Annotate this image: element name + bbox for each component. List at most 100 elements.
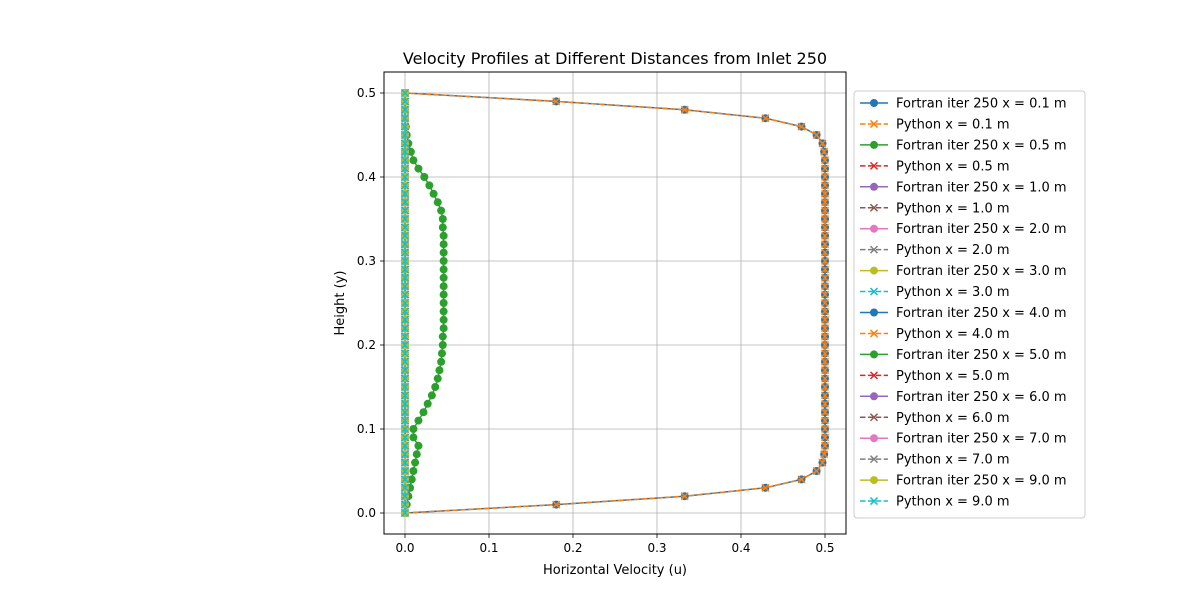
legend-item: Fortran iter 250 x = 6.0 m — [860, 390, 1067, 405]
data-point — [820, 223, 830, 232]
data-point — [439, 315, 448, 324]
legend-label: Python x = 5.0 m — [896, 369, 1010, 384]
data-point — [400, 282, 410, 291]
legend-item: Python x = 5.0 m — [860, 369, 1010, 384]
data-point — [812, 130, 821, 140]
data-point — [414, 416, 423, 425]
data-point — [552, 97, 561, 106]
legend-item: Fortran iter 250 x = 3.0 m — [860, 264, 1067, 279]
legend-item: Fortran iter 250 x = 5.0 m — [860, 348, 1067, 363]
data-point — [797, 122, 806, 131]
data-point — [400, 130, 410, 140]
data-point — [419, 408, 428, 417]
grid-lines — [384, 72, 846, 534]
legend-item: Python x = 4.0 m — [860, 327, 1010, 342]
legend-label: Fortran iter 250 x = 9.0 m — [896, 474, 1067, 489]
data-point — [820, 424, 830, 434]
data-point — [820, 156, 830, 165]
data-point — [409, 156, 418, 165]
data-point — [439, 265, 448, 274]
data-point — [439, 231, 448, 240]
y-axis-label: Height (y) — [333, 271, 348, 336]
data-point — [818, 458, 827, 467]
data-point — [820, 450, 829, 459]
data-point — [820, 349, 830, 358]
data-point — [820, 265, 830, 274]
plot-series — [400, 88, 830, 518]
data-point — [820, 214, 830, 224]
data-point — [761, 483, 770, 492]
data-point — [400, 508, 410, 518]
data-point — [400, 298, 410, 308]
data-point — [400, 424, 410, 434]
legend-label: Fortran iter 250 x = 5.0 m — [896, 348, 1067, 363]
legend-label: Python x = 1.0 m — [896, 201, 1010, 216]
data-point — [406, 147, 415, 156]
legend-item: Python x = 0.5 m — [860, 159, 1010, 174]
data-point — [400, 156, 410, 165]
data-point — [400, 382, 410, 392]
data-point — [435, 366, 444, 375]
legend-marker — [870, 308, 878, 317]
legend-marker — [869, 329, 879, 338]
data-point — [400, 349, 410, 358]
data-point — [400, 366, 410, 375]
data-point — [820, 340, 830, 350]
legend-item: Python x = 6.0 m — [860, 411, 1010, 426]
legend-item: Python x = 7.0 m — [860, 453, 1010, 468]
data-point — [400, 391, 410, 400]
data-point — [400, 340, 410, 350]
data-point — [412, 450, 421, 459]
data-point — [820, 366, 830, 375]
legend-label: Fortran iter 250 x = 2.0 m — [896, 222, 1067, 237]
data-point — [400, 122, 410, 131]
data-point — [400, 265, 410, 274]
data-point — [820, 282, 830, 291]
data-point — [439, 324, 448, 333]
data-point — [400, 189, 410, 198]
data-point — [820, 248, 830, 257]
data-point — [400, 223, 410, 232]
legend-marker — [870, 434, 878, 443]
data-point — [439, 307, 448, 316]
data-point — [439, 299, 448, 307]
legend-label: Python x = 6.0 m — [896, 411, 1010, 426]
legend-marker — [870, 350, 878, 359]
data-point — [820, 416, 830, 425]
data-point — [400, 475, 410, 484]
data-point — [680, 105, 689, 114]
data-point — [400, 181, 410, 190]
data-point — [420, 173, 429, 181]
data-point — [439, 273, 448, 282]
data-point — [400, 315, 410, 324]
data-point — [437, 357, 446, 366]
data-point — [820, 273, 830, 282]
legend-marker — [869, 455, 879, 464]
data-point — [820, 408, 830, 417]
legend-marker — [869, 119, 879, 128]
data-point — [425, 181, 434, 190]
x-tick-label: 0.0 — [395, 541, 414, 555]
data-point — [400, 416, 410, 425]
legend-item: Fortran iter 250 x = 7.0 m — [860, 432, 1067, 447]
data-point — [438, 332, 447, 341]
data-point — [820, 147, 829, 156]
data-point — [431, 383, 440, 391]
data-point — [818, 139, 827, 148]
x-tick-label: 0.1 — [479, 541, 498, 555]
data-point — [400, 114, 410, 123]
data-point — [820, 164, 830, 173]
data-point — [797, 475, 806, 484]
legend: Fortran iter 250 x = 0.1 m Python x = 0.1… — [853, 90, 1086, 519]
data-point — [400, 290, 410, 299]
data-point — [400, 172, 410, 182]
data-point — [439, 257, 448, 265]
data-point — [439, 240, 448, 249]
data-point — [400, 248, 410, 257]
data-point — [820, 307, 830, 316]
legend-marker — [869, 413, 879, 422]
data-point — [820, 240, 830, 249]
legend-marker — [869, 497, 879, 506]
series-group — [400, 88, 830, 518]
